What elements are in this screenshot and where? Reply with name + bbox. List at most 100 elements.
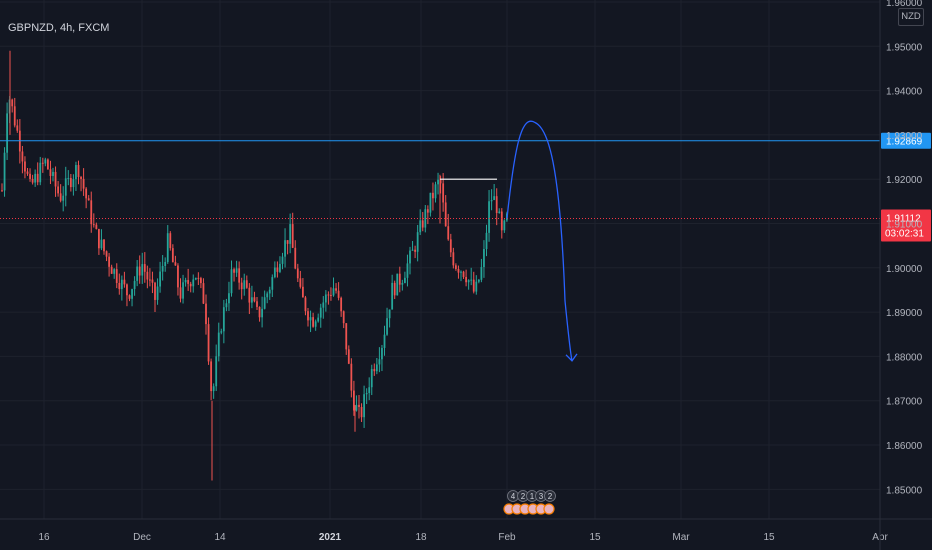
candle-body [197,277,200,279]
event-count-text: 4 [511,492,516,501]
candle-body [294,247,297,269]
price-levels: 1.92869 1.91112 03:02:31 [0,132,931,242]
candle-body [87,198,90,201]
y-tick-label: 1.87000 [886,397,923,408]
projection-arrowhead [565,353,578,362]
candle-body [57,186,59,194]
candle-body [72,179,75,188]
candle-body [205,303,207,325]
candle-body [138,266,141,276]
y-tick-label: 1.92000 [886,175,923,186]
candle-body [248,287,251,303]
candle-body [304,297,307,312]
candle-body [179,287,182,299]
candle-body [378,359,381,365]
candle-body [77,165,80,178]
candle-body [393,282,396,296]
candle-body [100,239,103,249]
candle-body [289,224,292,244]
candle-body [256,301,258,307]
event-flag-icon[interactable] [543,503,555,515]
candle-body [207,324,210,362]
drawing-tools [440,120,578,362]
candle-body [281,256,284,264]
y-tick-label: 1.95000 [886,42,923,53]
candle-body [141,264,144,276]
candle-body [69,178,72,188]
event-count-text: 2 [548,492,553,501]
candle-body [327,294,330,296]
candle-body [447,226,450,240]
candle-body [340,297,343,312]
candle-body [317,317,320,322]
candle-body [434,184,437,199]
candle-body [36,173,39,183]
candle-body [322,302,325,308]
candle-body [212,386,215,392]
candle-body [296,268,299,279]
event-count-text: 2 [521,492,526,501]
candle-body [169,233,172,249]
candle-body [335,288,337,291]
candle-body [452,252,455,266]
candle-body [401,282,404,285]
candle-body [258,306,261,318]
candle-body [44,159,47,164]
candle-body [16,125,19,131]
candle-body [424,209,427,228]
candle-body [286,240,289,244]
candle-body [164,261,167,266]
candle-body [31,178,34,183]
x-tick-label: Dec [133,532,151,543]
candle-body [337,290,340,298]
candle-body [115,269,118,283]
candle-body [3,152,6,191]
candle-body [24,161,26,172]
candle-body [39,162,42,183]
currency-badge[interactable]: NZD [898,8,924,26]
candle-body [388,309,391,319]
candle-body [131,289,133,299]
candle-body [34,173,37,183]
candle-body [437,179,439,185]
candle-body [126,284,128,296]
candle-body [467,280,470,283]
resistance-price-label-bg [881,132,931,149]
candle-body [230,269,233,294]
candle-body [381,347,383,360]
candle-body [110,266,113,274]
candle-body [118,282,121,290]
candle-body [151,279,154,283]
candle-body [133,280,136,290]
candle-body [419,220,422,233]
candle-body [220,331,223,333]
candle-body [350,363,353,391]
candle-body [47,159,49,170]
candle-body [1,190,3,192]
event-count-badge[interactable] [544,490,556,502]
candle-body [472,279,475,292]
candle-body [67,178,70,180]
candle-body [363,394,365,418]
countdown-label: 03:02:31 [885,229,924,240]
candle-body [421,220,424,228]
candle-body [404,277,406,283]
candle-body [485,232,488,249]
candle-body [52,171,54,176]
candle-body [192,279,195,287]
candle-body [498,211,501,214]
candle-body [156,286,159,300]
y-tick-label: 1.93000 [886,131,923,142]
projection-curve[interactable] [506,120,573,361]
candle-body [299,278,302,287]
candle-body [261,308,263,318]
candle-body [143,264,146,272]
candle-body [330,294,332,296]
candle-body [161,265,164,272]
candle-body [416,232,419,252]
candle-body [365,393,368,395]
current-price-label-bg [881,209,931,242]
candle-body [375,364,378,372]
